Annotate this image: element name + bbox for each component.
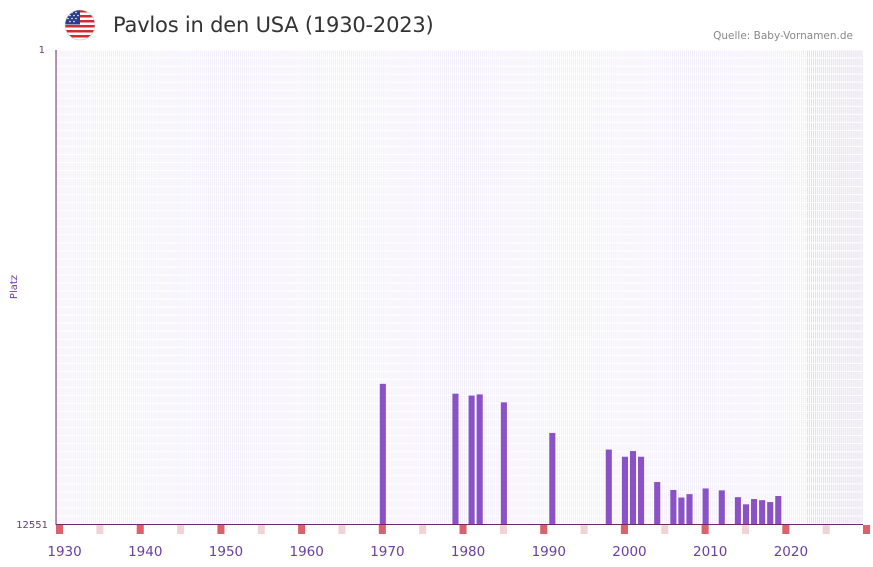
- decade-marker-1970: [378, 525, 386, 534]
- bar-2005: [670, 489, 677, 524]
- bar-2018: [775, 496, 782, 524]
- half-decade-marker-1995: [580, 525, 588, 534]
- x-tick-label-1990: 1990: [532, 544, 566, 560]
- bar-2014: [742, 504, 750, 524]
- x-tick-label-1930: 1930: [47, 544, 81, 560]
- decade-marker-1940: [136, 525, 144, 534]
- bar-2003: [654, 482, 661, 524]
- decade-marker-1990: [540, 525, 548, 534]
- bar-1981: [476, 394, 483, 524]
- y-tick-label-top: 1: [39, 45, 45, 56]
- bar-series: [379, 383, 782, 524]
- half-decade-marker-1945: [177, 525, 185, 534]
- source-credit: Quelle: Baby-Vornamen.de: [713, 30, 853, 42]
- bar-2013: [734, 497, 741, 524]
- bar-1984: [500, 402, 507, 524]
- y-axis-title: Platz: [9, 275, 20, 299]
- half-decade-marker-2005: [661, 525, 669, 534]
- decade-marker-1950: [217, 525, 225, 534]
- decade-marker-2020: [782, 525, 790, 534]
- bar-2001: [638, 456, 645, 524]
- x-tick-label-1980: 1980: [451, 544, 485, 560]
- decade-markers: [56, 525, 871, 534]
- half-decade-marker-1965: [338, 525, 346, 534]
- bar-1990: [549, 432, 556, 524]
- bar-2016: [759, 500, 766, 524]
- bar-2017: [767, 502, 774, 524]
- chart-title: Pavlos in den USA (1930-2023): [113, 13, 434, 37]
- x-tick-label-2020: 2020: [774, 544, 808, 560]
- decade-marker-2030: [863, 525, 871, 534]
- decade-marker-2000: [620, 525, 628, 534]
- decade-marker-2010: [701, 525, 709, 534]
- bar-2015: [751, 499, 758, 524]
- bar-1980: [468, 395, 475, 524]
- y-tick-label-bottom: 12551: [16, 520, 48, 531]
- bar-2000: [629, 451, 637, 524]
- bar-2006: [678, 497, 685, 524]
- bar-2011: [718, 490, 725, 524]
- bar-1997: [605, 449, 612, 524]
- bar-1978: [452, 393, 459, 524]
- axis-labels: 1 12551 1930 1940 1950 1960 1970 1980 1990 2000 20…: [9, 45, 808, 560]
- decade-marker-1980: [459, 525, 467, 534]
- half-decade-marker-1985: [499, 525, 507, 534]
- x-tick-label-1950: 1950: [209, 544, 243, 560]
- half-decade-marker-1935: [96, 525, 104, 534]
- decade-marker-1960: [298, 525, 306, 534]
- x-tick-label-1960: 1960: [289, 544, 323, 560]
- bar-1969: [379, 383, 386, 524]
- half-decade-marker-2025: [822, 525, 830, 534]
- axes: [55, 50, 863, 525]
- decade-marker-1930: [56, 525, 64, 534]
- half-decade-marker-1955: [257, 525, 265, 534]
- plot-background: [55, 49, 864, 525]
- x-tick-label-1940: 1940: [128, 544, 162, 560]
- half-decade-marker-1975: [419, 525, 427, 534]
- x-tick-label-1970: 1970: [370, 544, 404, 560]
- bar-1999: [621, 456, 628, 524]
- usa-flag-icon: [64, 9, 96, 41]
- x-tick-label-2010: 2010: [693, 544, 727, 560]
- bar-2009: [702, 488, 709, 524]
- half-decade-marker-2015: [741, 525, 750, 534]
- x-tick-label-2000: 2000: [612, 544, 646, 560]
- bar-2007: [686, 494, 693, 524]
